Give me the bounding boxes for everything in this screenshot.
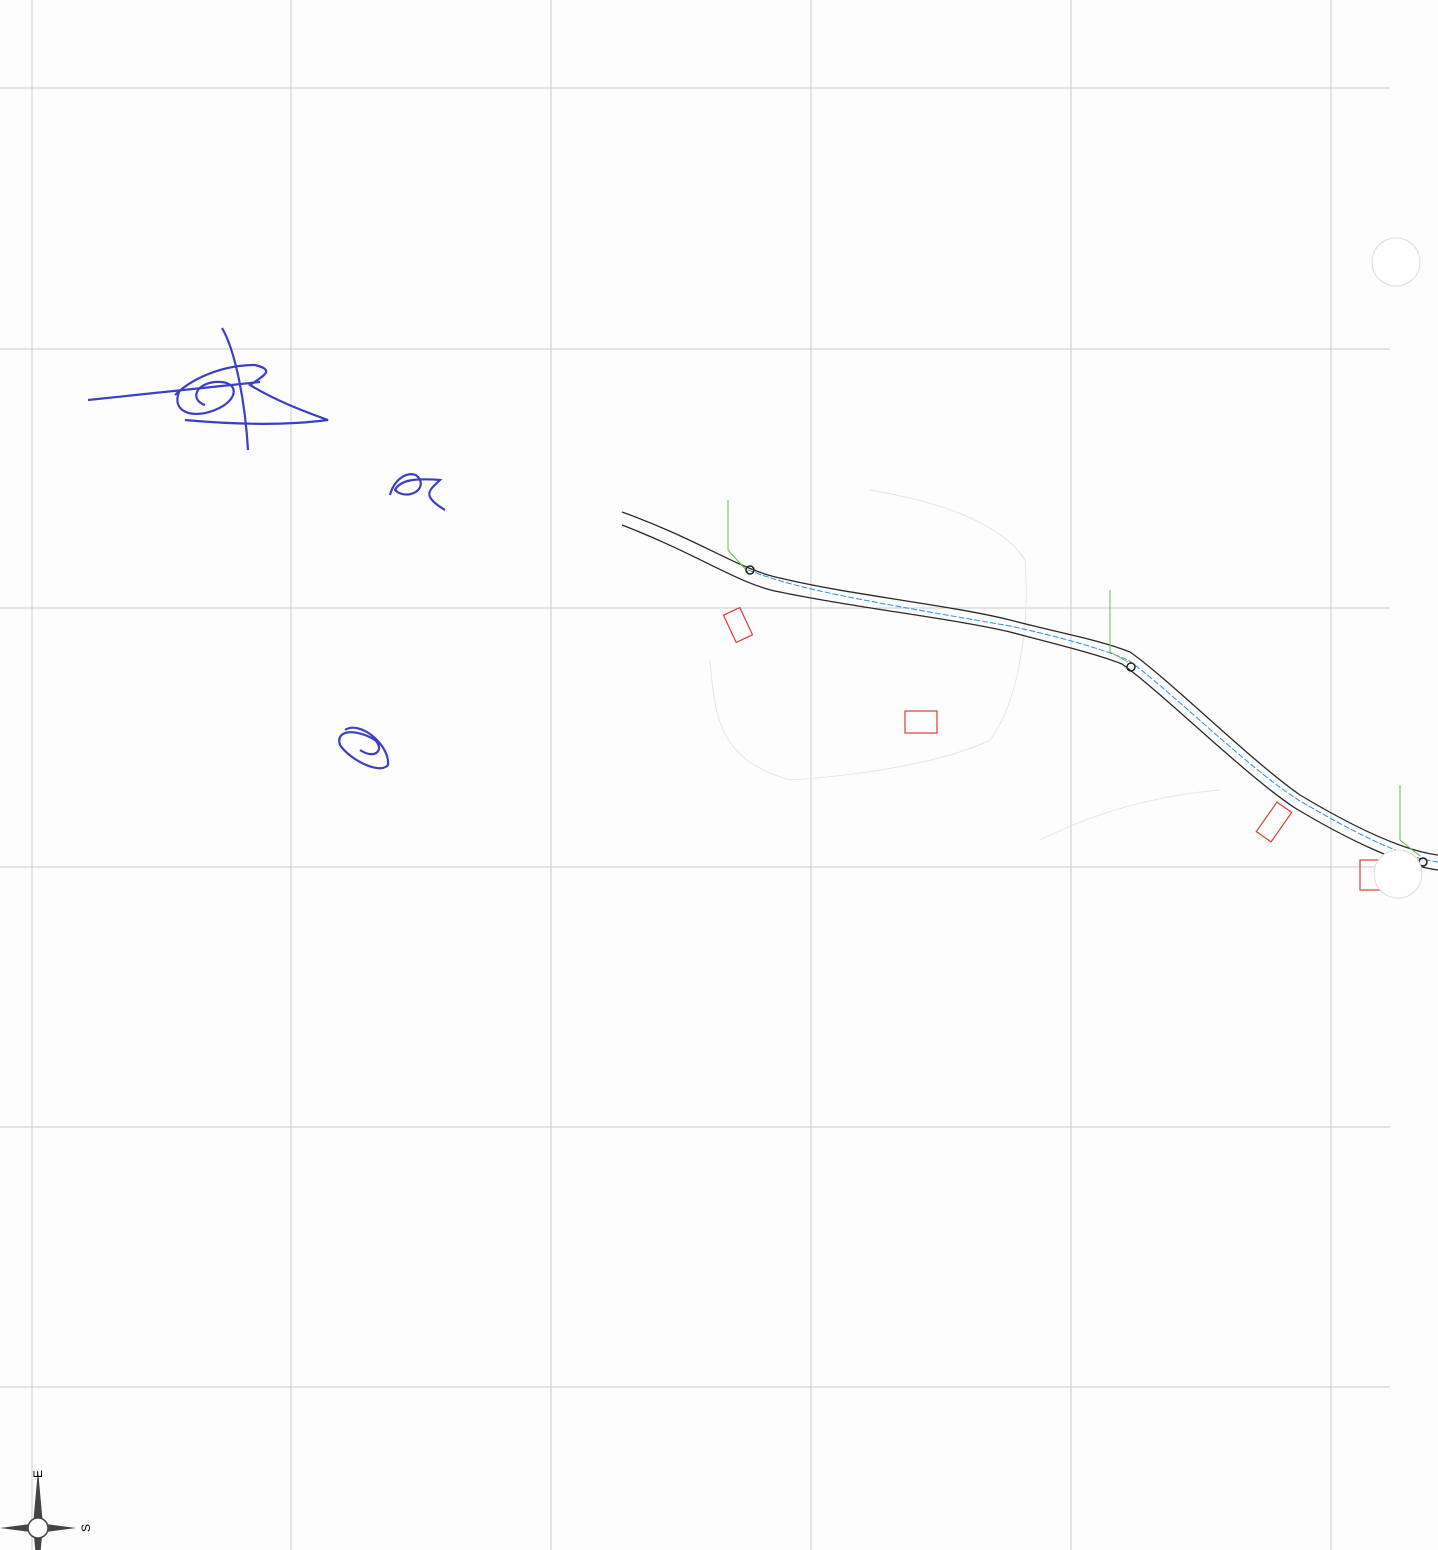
grid <box>0 0 1390 1550</box>
punch-hole <box>1373 849 1423 899</box>
compass-label: E <box>31 1470 45 1478</box>
lateral <box>1109 651 1129 663</box>
compass-center <box>27 1517 49 1539</box>
pen-stroke <box>388 473 446 511</box>
contour <box>709 489 1027 781</box>
compass-label: S <box>79 1524 93 1532</box>
pen-stroke <box>338 726 390 770</box>
punch-hole <box>1371 237 1421 287</box>
building <box>904 710 938 734</box>
lateral <box>1399 839 1421 857</box>
pen-stroke <box>176 380 235 415</box>
building <box>722 606 754 644</box>
pen-stroke <box>221 327 250 451</box>
manhole <box>1126 662 1136 672</box>
contour <box>1039 789 1221 841</box>
road-edge <box>621 524 1438 871</box>
lateral <box>727 549 749 573</box>
road-edge <box>621 511 1438 856</box>
manhole <box>745 565 755 575</box>
pen-stroke <box>87 380 261 402</box>
compass: E S <box>0 1470 93 1550</box>
signature <box>87 327 446 770</box>
building <box>1255 801 1293 843</box>
pen-stroke <box>174 363 329 425</box>
